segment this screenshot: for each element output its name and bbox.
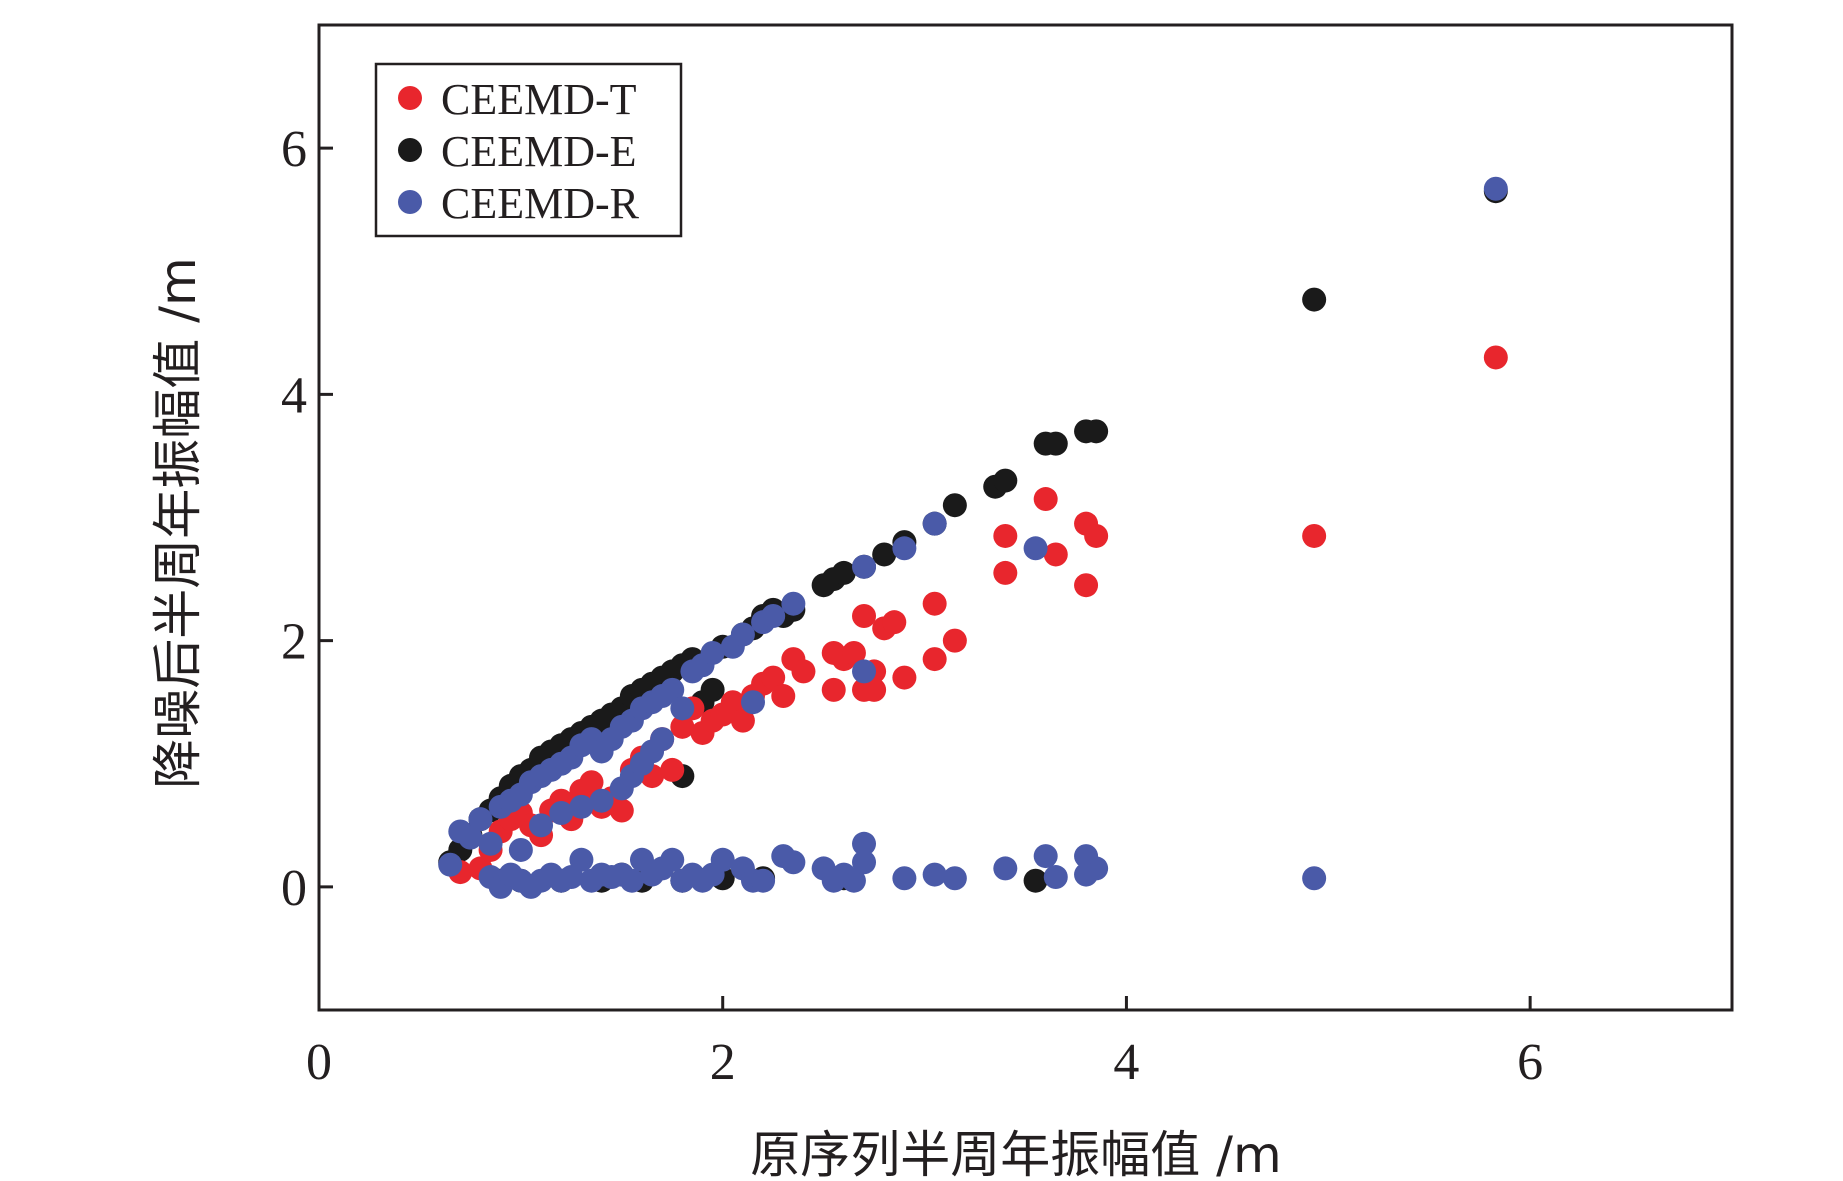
legend-label-ceemd-t: CEEMD-T [441, 75, 637, 124]
x-axis-ticks: 0 2 4 6 [306, 996, 1543, 1091]
point-ceemd-t [882, 610, 907, 635]
point-ceemd-t [670, 714, 695, 739]
point-ceemd-r [922, 511, 947, 536]
point-ceemd-t [1084, 523, 1109, 548]
point-ceemd-r [589, 788, 614, 813]
point-ceemd-t [852, 604, 877, 628]
point-ceemd-t [720, 690, 745, 715]
point-ceemd-t [942, 628, 967, 653]
point-ceemd-r [922, 862, 947, 887]
point-ceemd-e [1043, 431, 1068, 456]
point-ceemd-t [862, 677, 887, 702]
point-ceemd-r [670, 696, 695, 721]
point-ceemd-t [922, 591, 947, 616]
point-ceemd-e [872, 542, 897, 567]
point-ceemd-t [579, 770, 604, 795]
point-ceemd-t [761, 665, 786, 690]
point-ceemd-t [1043, 542, 1068, 567]
point-ceemd-r [892, 536, 917, 561]
point-ceemd-r [660, 847, 685, 872]
point-ceemd-t [1302, 523, 1327, 548]
point-ceemd-r [781, 591, 806, 616]
point-ceemd-r [1483, 176, 1508, 201]
legend-marker-ceemd-t [398, 86, 422, 110]
point-ceemd-r [751, 868, 776, 893]
y-axis-ticks: 0 2 4 6 [281, 121, 333, 917]
y-axis-title: 降噪后半周年振幅值 /m [149, 257, 207, 788]
point-ceemd-t [730, 708, 755, 733]
point-ceemd-r [710, 847, 735, 872]
point-ceemd-r [660, 677, 685, 702]
point-ceemd-r [569, 847, 594, 872]
point-ceemd-t [993, 560, 1018, 585]
legend-marker-ceemd-r [398, 190, 422, 214]
x-tick-label: 4 [1113, 1034, 1139, 1091]
legend-box [374, 62, 683, 238]
point-ceemd-r [1074, 862, 1099, 887]
point-ceemd-r [700, 640, 725, 665]
y-tick-label: 2 [281, 614, 307, 671]
y-tick-label: 6 [281, 121, 307, 178]
point-ceemd-e [1023, 868, 1048, 893]
point-ceemd-r [740, 690, 765, 715]
point-ceemd-r [761, 604, 786, 628]
point-ceemd-e [1084, 419, 1109, 444]
point-ceemd-r [1033, 844, 1058, 869]
point-ceemd-r [438, 852, 463, 877]
point-ceemd-e [942, 493, 967, 518]
point-ceemd-r [852, 659, 877, 684]
legend-label-ceemd-r: CEEMD-R [441, 179, 640, 228]
point-ceemd-r [549, 801, 574, 825]
point-ceemd-t [841, 640, 866, 665]
point-ceemd-r [942, 866, 967, 891]
point-ceemd-r [852, 554, 877, 579]
point-ceemd-t [922, 647, 947, 672]
point-ceemd-t [771, 684, 796, 709]
legend-marker-ceemd-e [398, 138, 422, 162]
point-ceemd-e [993, 468, 1018, 493]
plot-frame [317, 23, 1734, 1012]
point-ceemd-r [619, 868, 644, 893]
point-ceemd-t [660, 757, 685, 782]
point-ceemd-r [478, 831, 503, 856]
point-ceemd-t [1074, 573, 1099, 598]
point-ceemd-r [508, 837, 533, 862]
point-ceemd-r [1043, 865, 1068, 890]
point-ceemd-r [852, 831, 877, 856]
point-ceemd-t [1483, 345, 1508, 370]
point-ceemd-t [1033, 487, 1058, 512]
point-ceemd-r [852, 850, 877, 875]
point-ceemd-r [841, 868, 866, 893]
x-tick-label: 6 [1517, 1034, 1543, 1091]
point-ceemd-t [609, 798, 634, 823]
x-tick-label: 0 [306, 1034, 332, 1091]
point-ceemd-r [781, 850, 806, 875]
point-ceemd-e [700, 677, 725, 702]
data-points [438, 176, 1508, 899]
point-ceemd-r [892, 866, 917, 891]
x-tick-label: 2 [710, 1034, 736, 1091]
y-tick-label: 4 [281, 367, 307, 424]
point-ceemd-e [831, 560, 856, 585]
point-ceemd-r [468, 807, 493, 832]
point-ceemd-r [569, 794, 594, 819]
point-ceemd-r [730, 622, 755, 647]
legend-label-ceemd-e: CEEMD-E [441, 127, 637, 176]
point-ceemd-r [458, 825, 483, 850]
point-ceemd-r [650, 727, 675, 752]
point-ceemd-r [529, 813, 554, 838]
point-ceemd-r [993, 856, 1018, 881]
point-ceemd-t [821, 677, 846, 702]
point-ceemd-r [1302, 866, 1327, 891]
point-ceemd-r [1023, 536, 1048, 561]
point-ceemd-e [1302, 287, 1327, 312]
point-ceemd-t [892, 665, 917, 690]
legend: CEEMD-T CEEMD-E CEEMD-R [374, 62, 683, 238]
point-ceemd-t [791, 659, 816, 684]
x-axis-title: 原序列半周年振幅值 /m [750, 1126, 1281, 1181]
point-ceemd-t [993, 523, 1018, 548]
y-tick-label: 0 [281, 860, 307, 917]
